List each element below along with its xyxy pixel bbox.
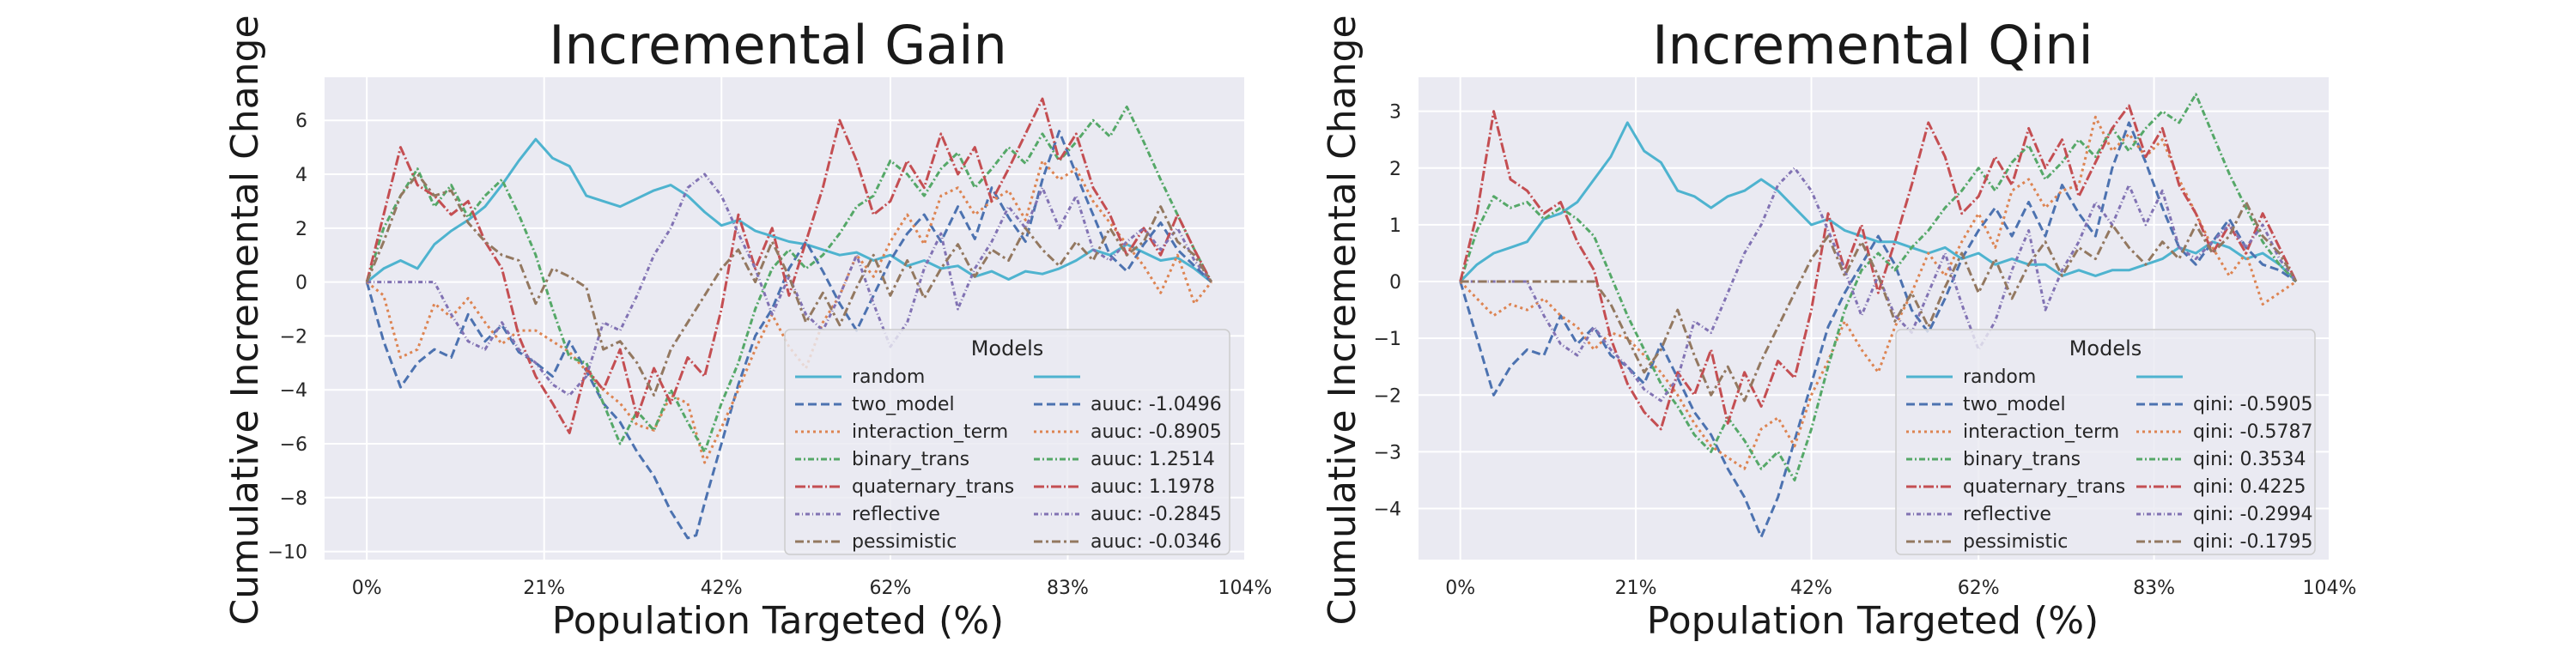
chart-incremental-gain: Incremental Gain Population Targeted (%)…	[223, 14, 1272, 643]
legend-metric-label: auuc: -1.0496	[1091, 394, 1222, 415]
x-tick-label: 42%	[1790, 578, 1832, 599]
legend-title: Models	[971, 336, 1044, 360]
legend-metric-label: auuc: 1.2514	[1091, 449, 1215, 470]
x-tick-label: 42%	[701, 578, 743, 599]
y-tick-label: 3	[1389, 102, 1401, 124]
legend-series-name: reflective	[1963, 504, 2051, 525]
y-tick-label: −3	[1374, 442, 1401, 463]
series-line-quaternary-trans	[1459, 104, 2298, 431]
legend-metric-label: qini: -0.1795	[2193, 531, 2312, 553]
legend-metric-label: qini: -0.5905	[2193, 394, 2312, 415]
x-tick-label: 0%	[352, 578, 382, 599]
chart-incremental-qini: Incremental Qini Population Targeted (%)…	[1321, 14, 2356, 643]
series-line-pessimistic	[365, 173, 1212, 397]
y-tick-label: 2	[295, 219, 307, 240]
legend-series-name: binary_trans	[1963, 449, 2081, 470]
x-axis-label: Population Targeted (%)	[552, 599, 1004, 643]
y-axis-label: Cumulative Incremental Change	[223, 15, 267, 625]
series-line-two-model	[1459, 121, 2297, 539]
series-line-random	[1459, 121, 2298, 283]
y-tick-label: 1	[1389, 215, 1401, 237]
series-line-binary-trans	[1459, 93, 2298, 481]
chart-title: Incremental Qini	[1652, 14, 2093, 76]
x-tick-label: 104%	[1218, 578, 1273, 599]
legend-metric-label: qini: 0.4225	[2193, 476, 2306, 498]
y-tick-label: 4	[295, 165, 307, 186]
legend-metric-label: auuc: 1.1978	[1091, 476, 1215, 498]
x-axis-label: Population Targeted (%)	[1647, 599, 2099, 643]
y-tick-label: −2	[1374, 385, 1401, 407]
legend-series-name: pessimistic	[1963, 531, 2068, 553]
x-tick-label: 0%	[1445, 578, 1475, 599]
legend-series-name: reflective	[852, 504, 940, 525]
y-tick-label: 2	[1389, 159, 1401, 180]
legend-metric-label: qini: -0.2994	[2193, 504, 2312, 525]
legend-series-name: binary_trans	[852, 449, 969, 470]
y-tick-label: 0	[1389, 272, 1401, 294]
x-tick-label: 104%	[2303, 578, 2357, 599]
legend-series-name: two_model	[852, 394, 955, 415]
x-tick-label: 83%	[1047, 578, 1089, 599]
legend-series-name: quaternary_trans	[852, 476, 1014, 498]
legend-series-name: two_model	[1963, 394, 2066, 415]
y-tick-label: −4	[280, 380, 307, 402]
y-axis-label: Cumulative Incremental Change	[1321, 15, 1364, 625]
x-tick-label: 62%	[869, 578, 911, 599]
legend-series-name: pessimistic	[852, 531, 957, 553]
series-line-random	[366, 137, 1212, 283]
legend-series-name: random	[1963, 366, 2036, 388]
y-tick-label: −4	[1374, 499, 1401, 520]
legend-metric-label: qini: 0.3534	[2193, 449, 2306, 470]
x-tick-label: 21%	[523, 578, 565, 599]
y-tick-label: −10	[268, 542, 307, 564]
series-line-quaternary-trans	[365, 97, 1213, 434]
y-tick-label: 0	[295, 273, 307, 294]
legend-box	[784, 329, 1230, 555]
legend: Models random two_model auuc: -1.0496 intera…	[784, 329, 1230, 555]
x-tick-label: 62%	[1958, 578, 2000, 599]
chart-title: Incremental Gain	[549, 14, 1007, 76]
series-line-two-model	[365, 130, 1212, 540]
legend: Models random two_model qini: -0.5905 intera…	[1895, 329, 2316, 555]
x-tick-label: 83%	[2133, 578, 2175, 599]
x-tick-label: 21%	[1615, 578, 1657, 599]
legend-title: Models	[2069, 336, 2142, 360]
series-line-pessimistic	[1460, 201, 2298, 403]
legend-series-name: random	[852, 366, 925, 388]
legend-metric-label: auuc: -0.0346	[1091, 531, 1222, 553]
legend-metric-label: auuc: -0.2845	[1091, 504, 1222, 525]
series-line-reflective	[1460, 167, 2298, 403]
y-tick-label: −1	[1374, 329, 1401, 350]
legend-box	[1895, 329, 2316, 555]
legend-series-name: interaction_term	[852, 421, 1008, 443]
legend-series-name: interaction_term	[1963, 421, 2119, 443]
legend-series-name: quaternary_trans	[1963, 476, 2125, 498]
y-tick-label: −8	[280, 488, 307, 510]
legend-metric-label: auuc: -0.8905	[1091, 421, 1222, 443]
y-tick-label: 6	[295, 111, 307, 132]
y-tick-label: −2	[280, 326, 307, 348]
legend-metric-label: qini: -0.5787	[2193, 421, 2312, 443]
y-tick-label: −6	[280, 434, 307, 456]
